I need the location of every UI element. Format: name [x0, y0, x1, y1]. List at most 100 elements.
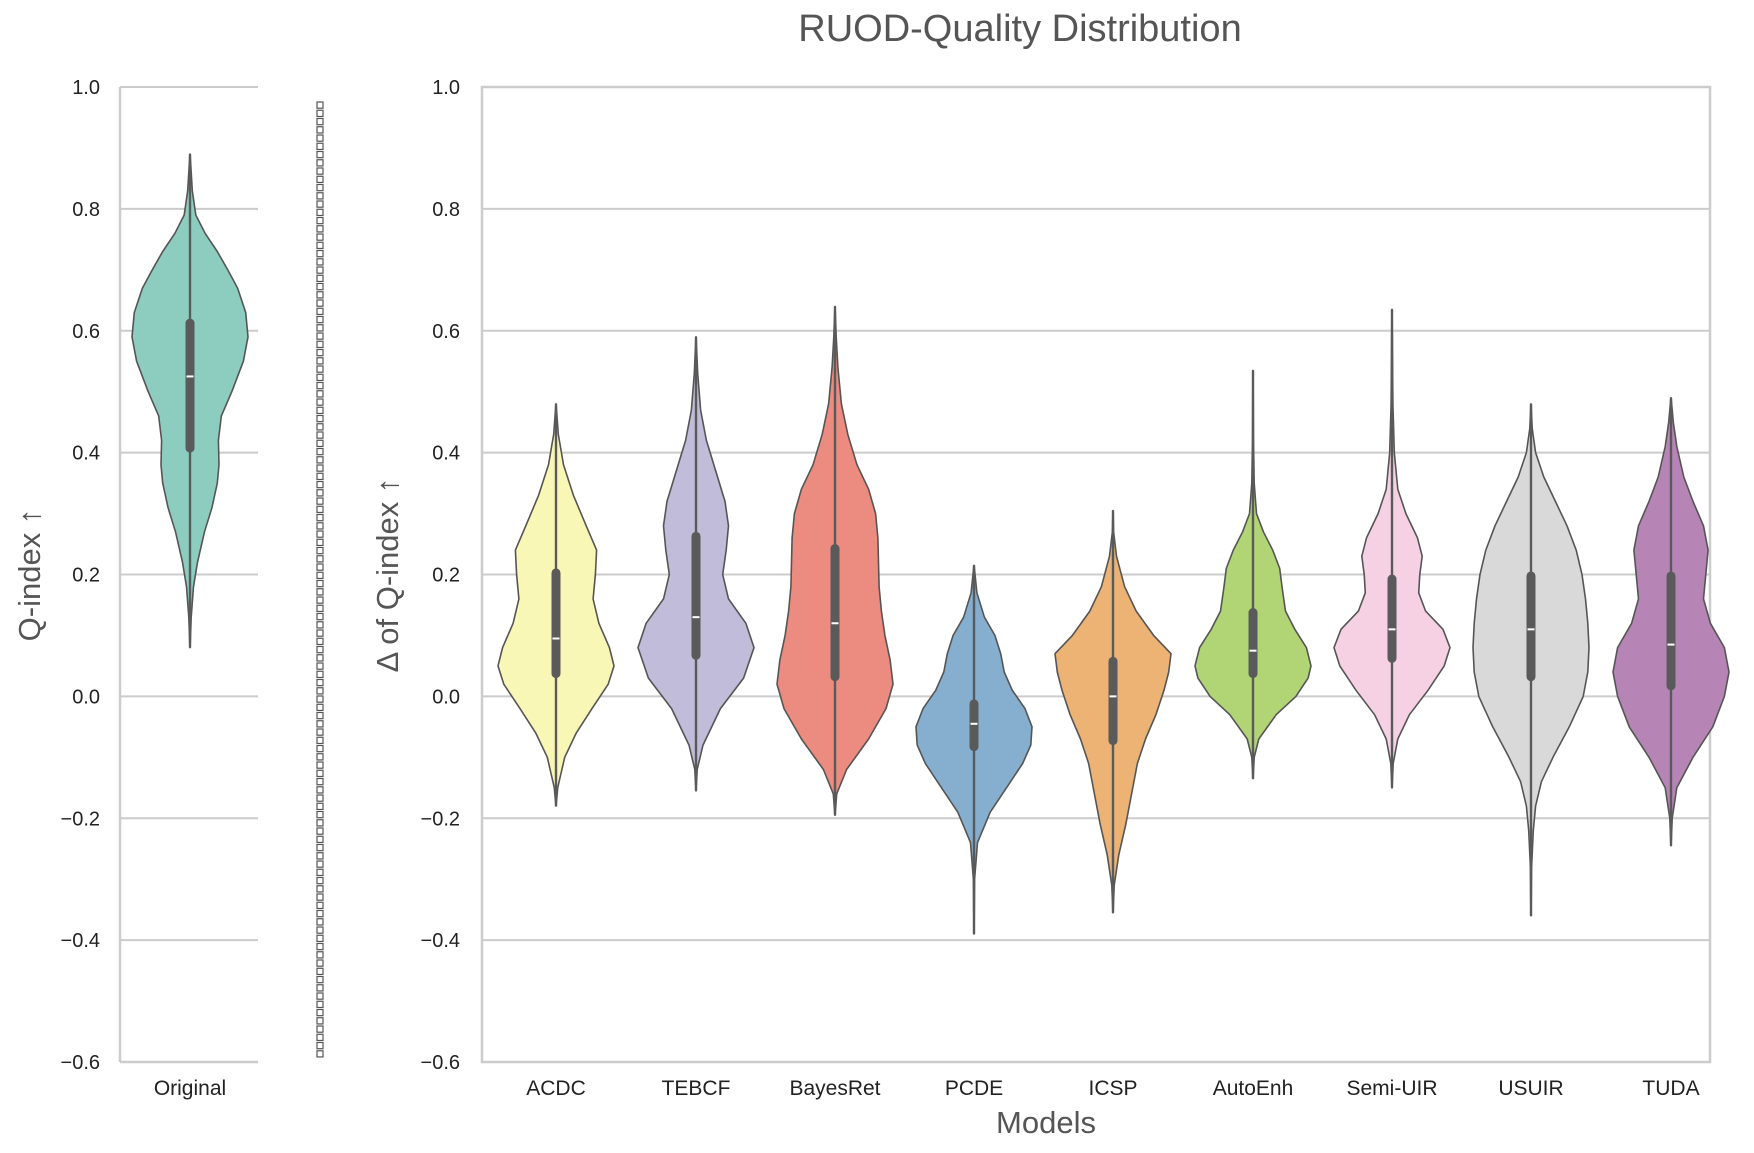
left-y-tick-label: 1.0: [72, 77, 100, 99]
separator-segment: [316, 167, 324, 175]
violin-iqr-box: [691, 531, 701, 660]
separator-segment: [316, 827, 324, 835]
category-label: TUDA: [1642, 1077, 1699, 1100]
separator-segment: [316, 678, 324, 687]
left-y-tick-label: 0.8: [72, 199, 100, 221]
separator-segment: [316, 761, 324, 769]
violin-iqr-box: [551, 568, 561, 679]
separator-segment: [316, 687, 324, 695]
separator-segment: [316, 530, 324, 538]
right-y-tick-labels: 1.0 0.8 0.6 0.4 0.2 0.0 −0.2 −0.4 −0.6: [421, 77, 460, 1074]
separator-segment: [316, 1000, 324, 1009]
separator-segment: [316, 489, 324, 497]
separator-segment: [316, 975, 324, 984]
separator-segment: [316, 134, 324, 142]
right-y-tick-label: 0.4: [432, 443, 460, 465]
separator-segment: [316, 984, 324, 992]
separator-segment: [316, 258, 324, 266]
left-y-tick-label: 0.0: [72, 686, 100, 708]
separator-segment: [316, 1017, 324, 1025]
violin-iqr-box: [1387, 574, 1397, 663]
violin-iqr-box: [1248, 608, 1258, 679]
separator-segment: [316, 959, 324, 967]
separator-segment: [316, 744, 324, 753]
separator-segment: [316, 926, 324, 934]
separator-segment: [316, 431, 324, 439]
separator-segment: [316, 291, 324, 299]
separator-segment: [316, 398, 324, 406]
separator-segment: [316, 934, 324, 943]
right-panel: 1.0 0.8 0.6 0.4 0.2 0.0 −0.2 −0.4 −0.6 ACDC TEBCF…: [370, 77, 1730, 1140]
separator-segment: [316, 406, 324, 415]
right-y-tick-label: 0.0: [432, 686, 460, 708]
separator-segment: [316, 720, 324, 728]
right-y-tick-label: −0.6: [421, 1052, 460, 1074]
right-y-tick-label: −0.2: [421, 808, 460, 830]
separator-segment: [316, 588, 324, 596]
separator-segment: [316, 159, 324, 167]
separator-segment: [316, 1050, 324, 1058]
violin-bayesret: [776, 305, 894, 816]
left-panel: 1.00.80.60.40.20.0−0.2−0.4−0.6 Original …: [12, 77, 258, 1100]
panel-separator: [316, 101, 324, 1058]
separator-segment: [316, 192, 324, 200]
separator-segment: [316, 711, 324, 720]
violin-tuda: [1612, 397, 1730, 847]
separator-segment: [316, 241, 324, 250]
separator-segment: [316, 505, 324, 514]
right-x-axis-title: Models: [996, 1105, 1096, 1140]
separator-segment: [316, 571, 324, 580]
separator-segment: [316, 546, 324, 555]
separator-segment: [316, 216, 324, 225]
violin-pcde: [915, 564, 1033, 935]
separator-segment: [316, 852, 324, 860]
separator-segment: [316, 538, 324, 547]
separator-segment: [316, 175, 324, 184]
separator-segment: [316, 324, 324, 332]
separator-segment: [316, 794, 324, 802]
category-label: PCDE: [945, 1077, 1003, 1100]
left-y-tick-label: −0.2: [61, 808, 100, 830]
left-category-labels: Original: [154, 1077, 226, 1100]
separator-segment: [316, 225, 324, 233]
separator-segment: [316, 1041, 324, 1050]
separator-segment: [316, 480, 324, 489]
separator-segment: [316, 769, 324, 778]
separator-segment: [316, 249, 324, 258]
separator-segment: [316, 786, 324, 794]
separator-segment: [316, 654, 324, 662]
separator-segment: [316, 233, 324, 241]
separator-segment: [316, 464, 324, 472]
separator-segment: [316, 101, 324, 109]
separator-segment: [316, 819, 324, 827]
separator-segment: [316, 909, 324, 918]
left-y-tick-label: 0.4: [72, 443, 100, 465]
category-label: BayesRet: [789, 1077, 880, 1100]
separator-segment: [316, 868, 324, 877]
category-label: AutoEnh: [1213, 1077, 1294, 1100]
separator-segment: [316, 967, 324, 976]
separator-segment: [316, 365, 324, 373]
category-label: Semi-UIR: [1346, 1077, 1437, 1100]
violin-iqr-box: [969, 699, 979, 752]
left-y-tick-label: 0.2: [72, 565, 100, 587]
violin-usuir: [1472, 403, 1590, 917]
left-y-tick-label: −0.6: [61, 1052, 100, 1074]
right-y-tick-label: 0.2: [432, 565, 460, 587]
category-label: Original: [154, 1077, 226, 1100]
violin-iqr-box: [1666, 571, 1676, 691]
separator-segment: [316, 918, 324, 926]
separator-segment: [316, 373, 324, 382]
separator-segment: [316, 109, 324, 118]
separator-segment: [316, 728, 324, 736]
separator-segment: [316, 299, 324, 307]
separator-segment: [316, 414, 324, 423]
separator-segment: [316, 579, 324, 588]
violin-autoenh: [1194, 369, 1312, 780]
violin-tebcf: [637, 336, 755, 792]
separator-segment: [316, 150, 324, 159]
separator-segment: [316, 893, 324, 901]
separator-segment: [316, 117, 324, 126]
right-violins: [497, 305, 1730, 935]
